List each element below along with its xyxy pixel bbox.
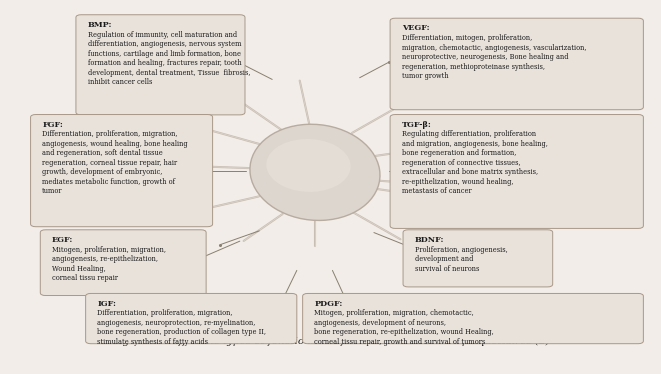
Text: Differentiation, mitogen, proliferation,
migration, chemotactic, angiogenesis, v: Differentiation, mitogen, proliferation,…: [402, 34, 586, 80]
Text: BDNF:: BDNF:: [414, 236, 444, 244]
FancyBboxPatch shape: [403, 230, 553, 287]
Text: Regulation of immunity, cell maturation and
differentiation, angiogenesis, nervo: Regulation of immunity, cell maturation …: [87, 31, 250, 86]
Text: PDGF:: PDGF:: [315, 300, 342, 308]
Text: Figure 2 : Différents types et fonctions des facteurs de croissance plaquettaire: Figure 2 : Différents types et fonctions…: [112, 337, 549, 346]
FancyBboxPatch shape: [303, 294, 643, 344]
FancyBboxPatch shape: [390, 114, 643, 229]
Text: TGF-β:: TGF-β:: [402, 121, 432, 129]
Text: Differentiation, proliferation, migration,
angiogenesis, wound healing, bone hea: Differentiation, proliferation, migratio…: [42, 131, 188, 195]
Text: FGF:: FGF:: [42, 121, 63, 129]
FancyBboxPatch shape: [86, 294, 297, 344]
FancyBboxPatch shape: [76, 15, 245, 115]
Text: IGF:: IGF:: [97, 300, 116, 308]
Text: Regulating differentiation, proliferation
and migration, angiogenesis, bone heal: Regulating differentiation, proliferatio…: [402, 131, 547, 195]
Ellipse shape: [266, 139, 350, 192]
Text: VEGF:: VEGF:: [402, 24, 430, 33]
Text: Mitogen, proliferation, migration,
angiogenesis, re-epithelization,
Wound Healin: Mitogen, proliferation, migration, angio…: [52, 246, 166, 282]
Text: EGF:: EGF:: [52, 236, 73, 244]
Ellipse shape: [250, 124, 380, 220]
Text: Proliferation, angiogenesis,
development and
survival of neurons: Proliferation, angiogenesis, development…: [414, 246, 508, 273]
Text: Differentiation, proliferation, migration,
angiogenesis, neuroprotection, re-mye: Differentiation, proliferation, migratio…: [97, 309, 266, 346]
FancyBboxPatch shape: [30, 114, 213, 227]
Text: Mitogen, proliferation, migration, chemotactic,
angiogenesis, development of neu: Mitogen, proliferation, migration, chemo…: [315, 309, 494, 346]
Text: BMP:: BMP:: [87, 21, 112, 29]
FancyBboxPatch shape: [390, 18, 643, 110]
FancyBboxPatch shape: [40, 230, 206, 295]
